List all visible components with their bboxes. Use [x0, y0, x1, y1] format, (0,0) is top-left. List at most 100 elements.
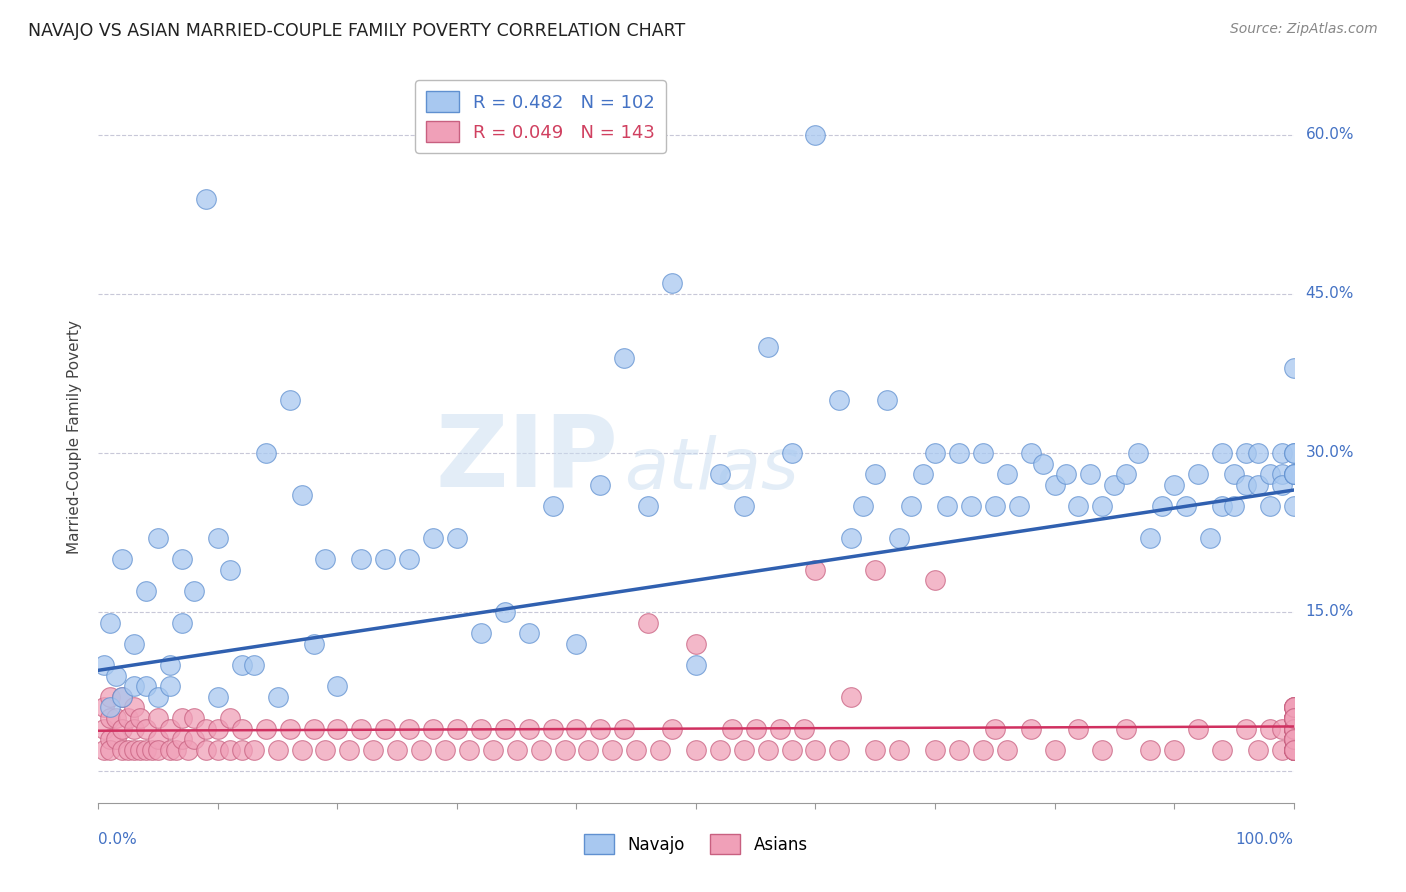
Point	[159, 658, 181, 673]
Point	[1282, 743, 1305, 757]
Point	[1282, 743, 1305, 757]
Point	[733, 499, 755, 513]
Point	[159, 743, 181, 757]
Point	[948, 743, 970, 757]
Point	[1091, 743, 1114, 757]
Point	[1258, 722, 1281, 736]
Text: Source: ZipAtlas.com: Source: ZipAtlas.com	[1230, 22, 1378, 37]
Point	[1152, 499, 1174, 513]
Point	[1282, 467, 1305, 482]
Point	[124, 637, 146, 651]
Point	[900, 499, 922, 513]
Point	[1282, 467, 1305, 482]
Point	[1282, 722, 1305, 736]
Point	[1080, 467, 1102, 482]
Point	[243, 743, 266, 757]
Point	[1234, 446, 1257, 460]
Point	[578, 743, 600, 757]
Point	[1211, 499, 1233, 513]
Point	[924, 573, 946, 587]
Point	[302, 637, 325, 651]
Point	[841, 690, 863, 704]
Point	[661, 722, 683, 736]
Point	[709, 743, 731, 757]
Point	[315, 743, 337, 757]
Point	[685, 637, 707, 651]
Point	[148, 732, 170, 747]
Point	[661, 277, 683, 291]
Point	[1258, 467, 1281, 482]
Point	[1282, 722, 1305, 736]
Point	[1282, 743, 1305, 757]
Point	[565, 722, 588, 736]
Point	[183, 583, 205, 598]
Point	[458, 743, 481, 757]
Point	[219, 743, 242, 757]
Point	[745, 722, 768, 736]
Point	[291, 743, 314, 757]
Point	[1282, 732, 1305, 747]
Point	[129, 711, 152, 725]
Point	[1271, 477, 1294, 491]
Point	[267, 690, 290, 704]
Point	[924, 743, 946, 757]
Point	[1163, 743, 1185, 757]
Point	[172, 711, 194, 725]
Point	[172, 552, 194, 566]
Point	[219, 711, 242, 725]
Point	[1282, 711, 1305, 725]
Point	[1282, 700, 1305, 714]
Point	[1258, 499, 1281, 513]
Point	[565, 637, 588, 651]
Point	[254, 446, 277, 460]
Point	[93, 700, 115, 714]
Point	[1043, 477, 1066, 491]
Point	[1187, 722, 1209, 736]
Point	[446, 722, 468, 736]
Point	[105, 711, 128, 725]
Point	[374, 722, 396, 736]
Point	[1247, 743, 1270, 757]
Point	[589, 477, 612, 491]
Point	[1282, 446, 1305, 460]
Point	[135, 722, 157, 736]
Point	[1234, 722, 1257, 736]
Point	[243, 658, 266, 673]
Point	[207, 743, 229, 757]
Point	[1282, 711, 1305, 725]
Point	[648, 743, 672, 757]
Point	[481, 743, 505, 757]
Point	[889, 531, 911, 545]
Point	[207, 531, 229, 545]
Point	[756, 340, 779, 354]
Point	[1211, 446, 1233, 460]
Point	[195, 743, 218, 757]
Point	[1067, 722, 1090, 736]
Point	[195, 722, 218, 736]
Point	[709, 467, 731, 482]
Point	[148, 711, 170, 725]
Point	[291, 488, 314, 502]
Point	[1271, 743, 1294, 757]
Point	[1091, 499, 1114, 513]
Point	[554, 743, 576, 757]
Point	[1282, 722, 1305, 736]
Point	[1115, 467, 1137, 482]
Point	[995, 467, 1018, 482]
Point	[124, 722, 146, 736]
Point	[506, 743, 529, 757]
Point	[278, 392, 301, 407]
Point	[339, 743, 361, 757]
Text: NAVAJO VS ASIAN MARRIED-COUPLE FAMILY POVERTY CORRELATION CHART: NAVAJO VS ASIAN MARRIED-COUPLE FAMILY PO…	[28, 22, 685, 40]
Point	[972, 446, 994, 460]
Point	[183, 711, 205, 725]
Point	[1282, 467, 1305, 482]
Point	[111, 743, 134, 757]
Point	[195, 192, 218, 206]
Point	[541, 722, 564, 736]
Point	[1282, 711, 1305, 725]
Point	[1282, 499, 1305, 513]
Point	[434, 743, 457, 757]
Point	[995, 743, 1018, 757]
Point	[1128, 446, 1150, 460]
